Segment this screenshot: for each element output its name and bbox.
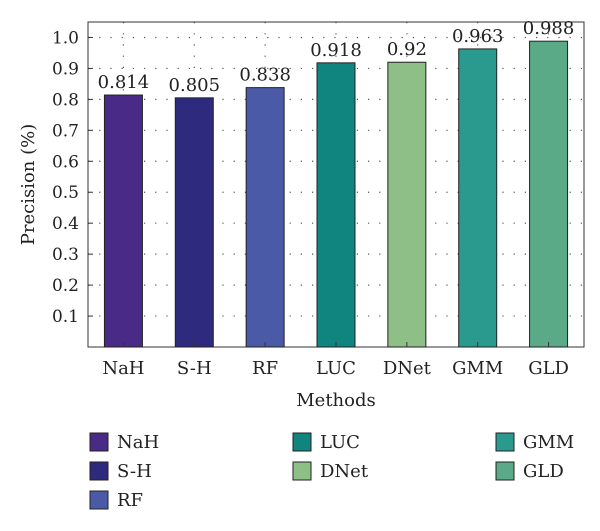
x-tick-label: RF <box>252 358 278 379</box>
bar-rf <box>245 87 285 348</box>
legend-label: NaH <box>117 432 159 453</box>
bar-s-h <box>174 97 214 348</box>
y-tick-label: 0.7 <box>52 121 79 141</box>
bar-luc <box>316 62 356 348</box>
legend-label: LUC <box>320 432 360 453</box>
data-label: 0.814 <box>98 72 150 93</box>
legend-swatch <box>292 461 312 481</box>
legend-label: RF <box>117 490 143 511</box>
legend-item-gmm: GMM <box>495 432 574 453</box>
data-label: 0.838 <box>239 65 291 86</box>
data-labels: 0.814 0.805 0.838 0.918 0.92 0.963 0.988 <box>98 18 575 96</box>
legend: NaH S-H RF LUC DNet GMM GLD <box>89 432 574 511</box>
legend-swatch <box>89 432 109 452</box>
x-tick-label: GLD <box>528 358 569 379</box>
legend-item-nah: NaH <box>89 432 159 453</box>
legend-item-gld: GLD <box>495 461 564 482</box>
legend-swatch <box>495 461 515 481</box>
x-axis: NaH S-H RF LUC DNet GMM GLD <box>102 342 569 379</box>
legend-label: DNet <box>320 461 369 482</box>
y-tick-label: 0.9 <box>52 59 79 79</box>
y-tick-label: 0.6 <box>52 152 79 172</box>
y-tick-label: 0.4 <box>52 214 79 234</box>
legend-swatch <box>495 432 515 452</box>
y-tick-label: 0.1 <box>52 307 79 327</box>
x-tick-label: S-H <box>177 358 212 379</box>
data-label: 0.805 <box>169 75 221 96</box>
y-tick-label: 0.5 <box>52 183 79 203</box>
bar-gmm <box>458 48 498 348</box>
legend-swatch <box>89 490 109 510</box>
data-label: 0.918 <box>310 40 362 61</box>
legend-label: S-H <box>117 461 152 482</box>
legend-swatch <box>89 461 109 481</box>
x-tick-label: LUC <box>316 358 356 379</box>
y-tick-label: 0.3 <box>52 245 79 265</box>
bar-nah <box>103 94 143 348</box>
legend-item-s-h: S-H <box>89 461 152 482</box>
legend-item-luc: LUC <box>292 432 360 453</box>
x-tick-label: DNet <box>383 358 432 379</box>
bar-dnet <box>387 61 427 348</box>
legend-item-rf: RF <box>89 490 143 511</box>
y-tick-label: 0.8 <box>52 90 79 110</box>
legend-label: GMM <box>523 432 574 453</box>
data-label: 0.963 <box>452 26 504 47</box>
x-tick-label: NaH <box>102 358 144 379</box>
legend-swatch <box>292 432 312 452</box>
y-axis: 0.1 0.2 0.3 0.4 0.5 0.6 0.7 0.8 0.9 1.0 <box>52 28 93 327</box>
legend-item-dnet: DNet <box>292 461 369 482</box>
bar-gld <box>529 40 569 348</box>
x-tick-label: GMM <box>452 358 503 379</box>
y-tick-label: 1.0 <box>52 28 79 48</box>
y-axis-title: Precision (%) <box>18 124 39 246</box>
data-label: 0.92 <box>387 39 427 60</box>
data-label: 0.988 <box>523 18 575 39</box>
x-axis-title: Methods <box>296 390 376 411</box>
legend-label: GLD <box>523 461 564 482</box>
y-tick-label: 0.2 <box>52 276 79 296</box>
